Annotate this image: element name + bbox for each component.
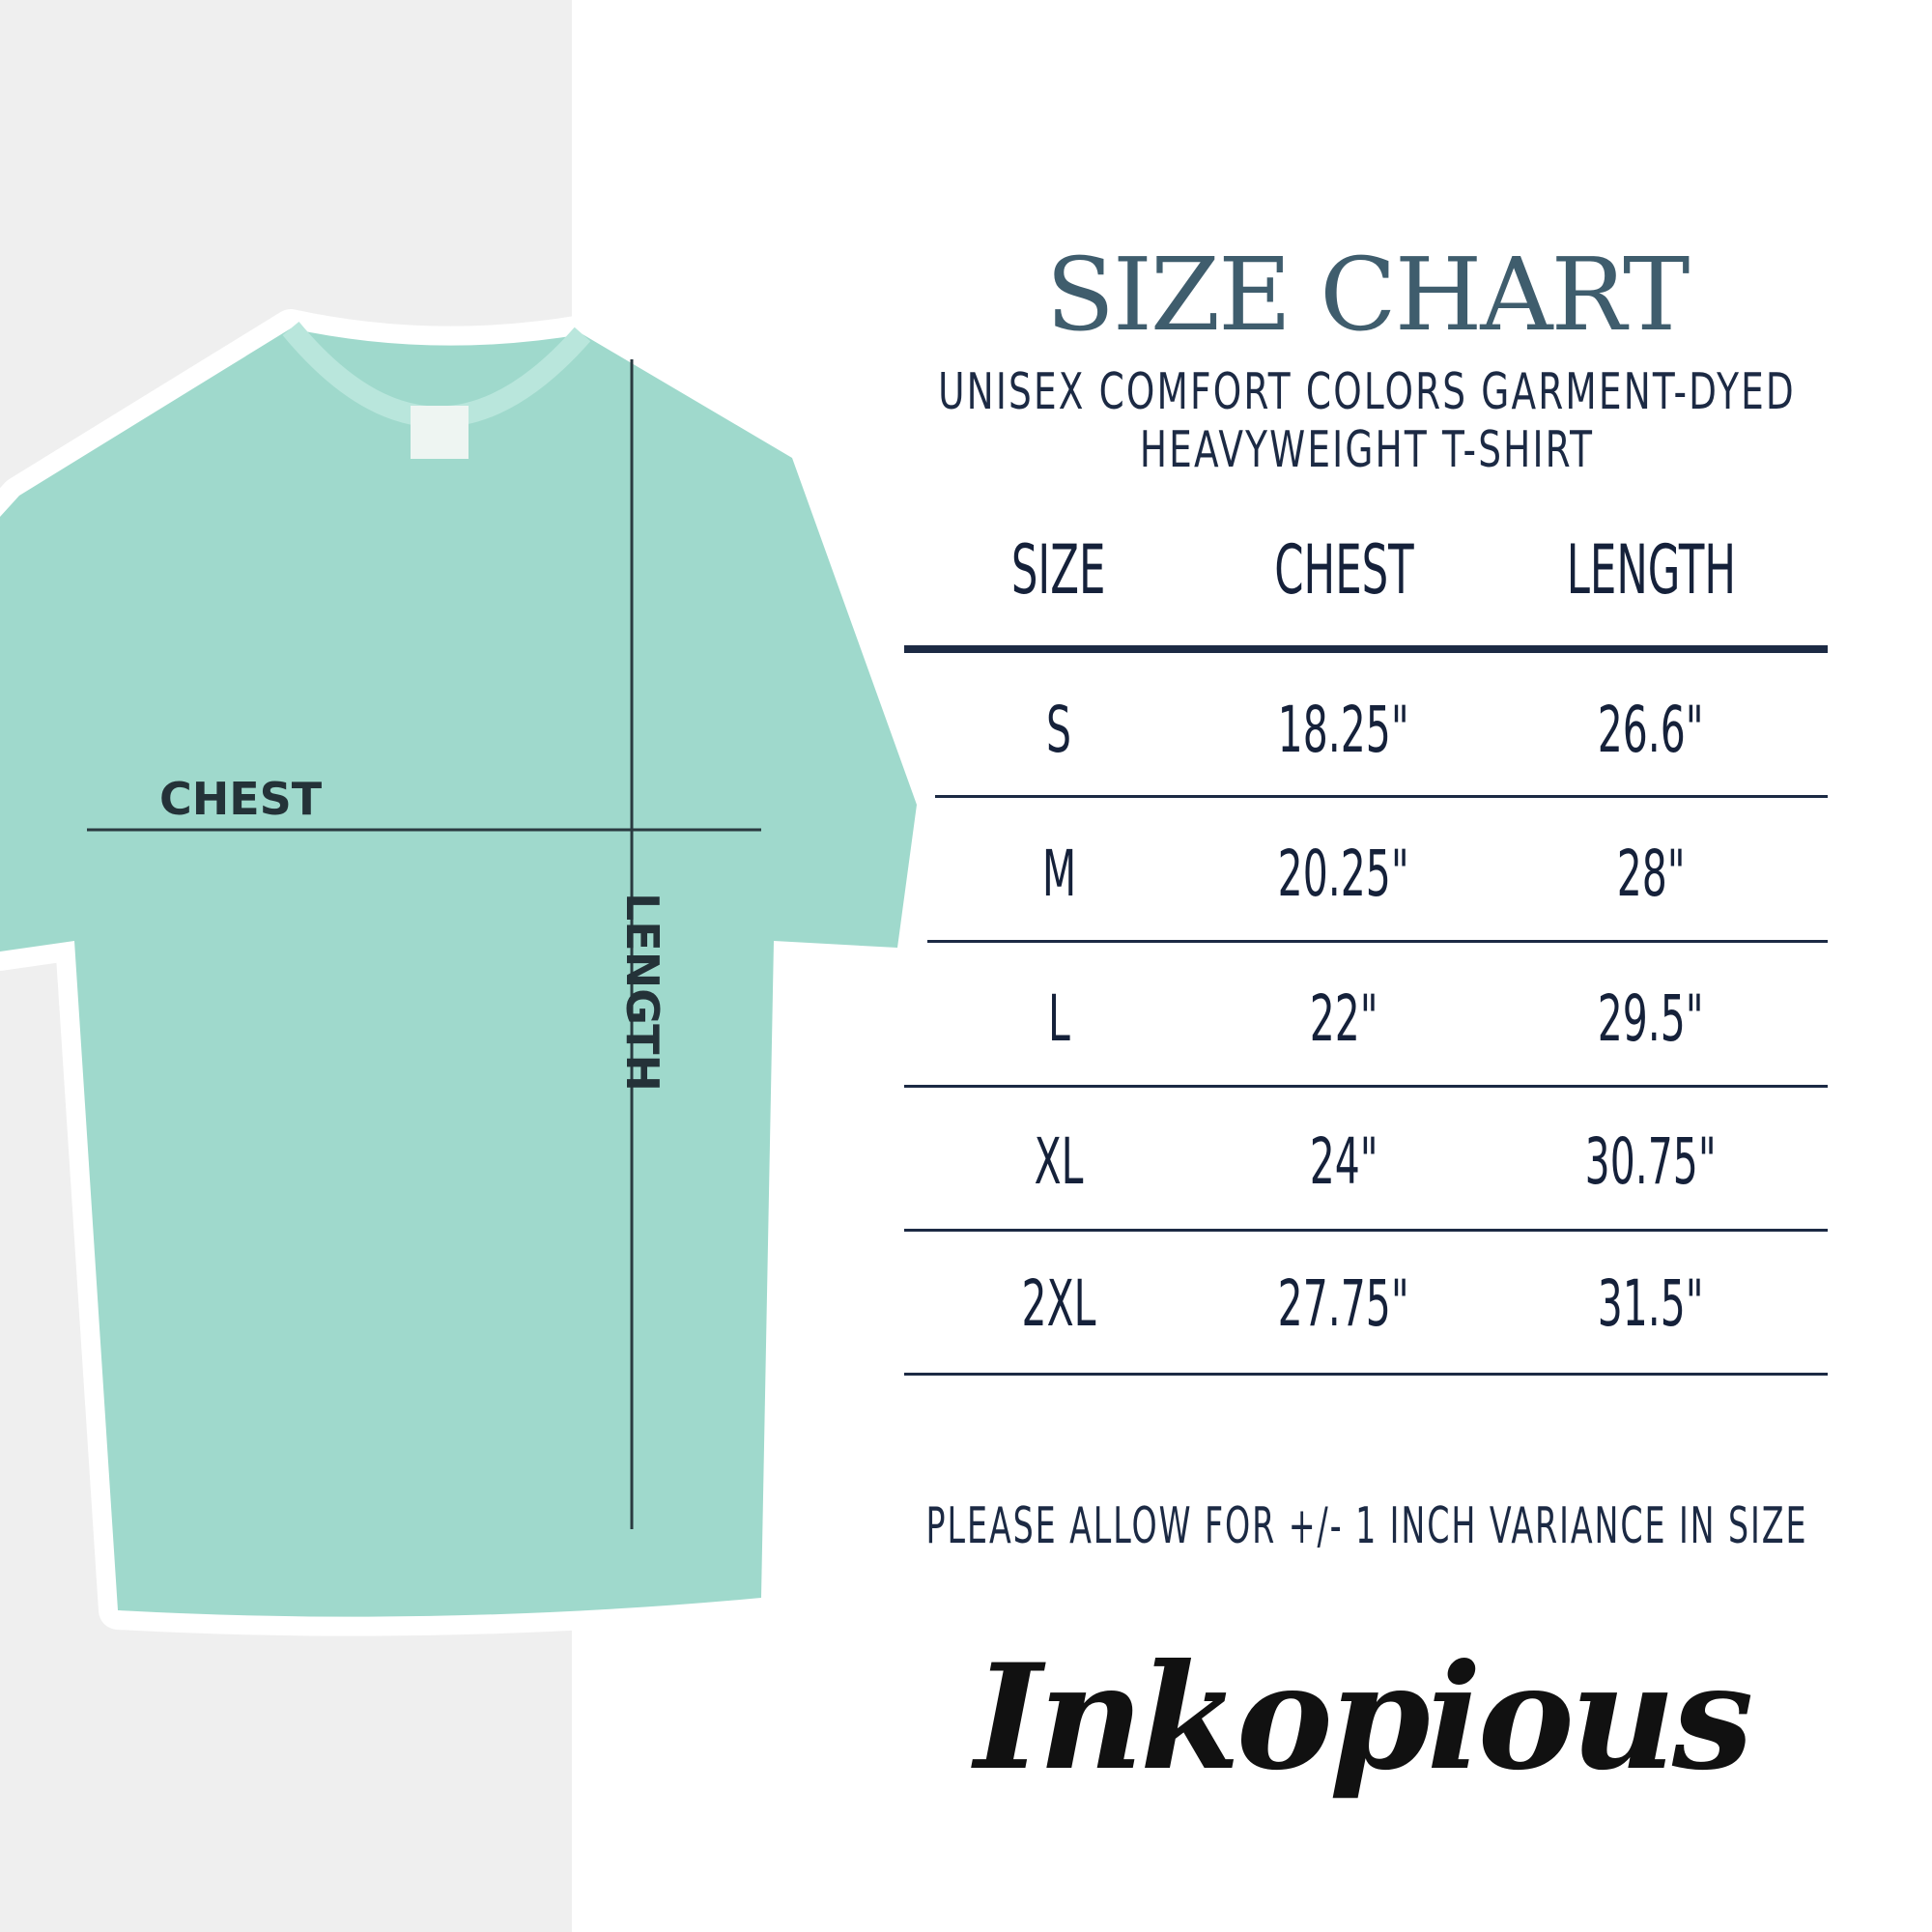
size-cell: XL — [1034, 1124, 1084, 1199]
row-divider — [927, 940, 1828, 943]
length-cell: 29.5" — [1598, 981, 1704, 1056]
length-cell: 30.75" — [1585, 1124, 1717, 1199]
header-size: SIZE — [1011, 530, 1106, 610]
page-title: SIZE CHART — [1045, 236, 1690, 354]
chest-cell: 18.25" — [1278, 693, 1409, 767]
length-cell: 31.5" — [1598, 1266, 1704, 1341]
chest-cell: 20.25" — [1278, 837, 1409, 911]
size-cell: S — [1046, 693, 1071, 767]
size-cell: 2XL — [1021, 1266, 1096, 1341]
subtitle-line-2: HEAVYWEIGHT T-SHIRT — [1139, 421, 1595, 479]
chest-cell: 24" — [1309, 1124, 1378, 1199]
length-cell: 28" — [1616, 837, 1686, 911]
tshirt-image — [0, 309, 936, 1636]
header-length: LENGTH — [1566, 530, 1736, 610]
subtitle-line-1: UNISEX COMFORT COLORS GARMENT-DYED — [938, 363, 1796, 421]
size-cell: L — [1047, 981, 1070, 1056]
row-divider — [904, 1373, 1828, 1376]
row-divider — [904, 1085, 1828, 1088]
row-divider — [904, 1229, 1828, 1232]
brand-logo: Inkopious — [974, 1633, 1754, 1803]
tshirt-body — [0, 328, 917, 1617]
length-label: LENGTH — [616, 892, 668, 1093]
row-divider — [935, 795, 1828, 798]
chest-label: CHEST — [159, 773, 323, 825]
chest-cell: 27.75" — [1278, 1266, 1409, 1341]
length-cell: 26.6" — [1598, 693, 1704, 767]
header-divider — [904, 645, 1828, 653]
header-chest: CHEST — [1273, 530, 1414, 610]
variance-note: PLEASE ALLOW FOR +/- 1 INCH VARIANCE IN … — [925, 1497, 1808, 1555]
chest-cell: 22" — [1309, 981, 1378, 1056]
size-cell: M — [1041, 837, 1076, 911]
tshirt-tag — [411, 406, 469, 459]
